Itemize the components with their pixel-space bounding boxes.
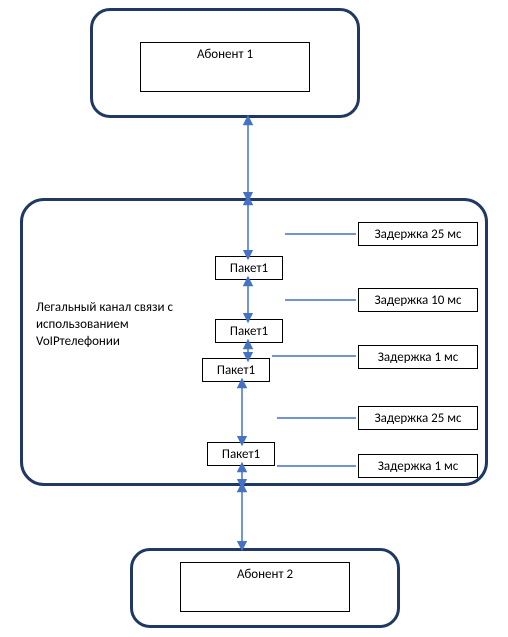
packet-box-1: Пакет1 xyxy=(215,256,283,280)
subscriber2-label: Абонент 2 xyxy=(237,567,293,582)
packet-box-2: Пакет1 xyxy=(215,319,283,343)
packet-label: Пакет1 xyxy=(230,261,268,276)
delay-box-3: Задержка 1 мс xyxy=(358,345,478,369)
packet-box-4: Пакет1 xyxy=(207,442,275,466)
delay-label: Задержка 1 мс xyxy=(378,459,459,474)
channel-description-text: Легальный канал связи с использованием V… xyxy=(36,300,173,349)
packet-label: Пакет1 xyxy=(222,447,260,462)
subscriber1-box: Абонент 1 xyxy=(140,42,310,92)
delay-box-2: Задержка 10 мс xyxy=(358,288,478,312)
channel-description: Легальный канал связи с использованием V… xyxy=(36,300,196,351)
packet-box-3: Пакет1 xyxy=(202,358,270,382)
packet-label: Пакет1 xyxy=(230,324,268,339)
packet-label: Пакет1 xyxy=(217,363,255,378)
delay-box-1: Задержка 25 мс xyxy=(358,222,478,246)
delay-box-5: Задержка 1 мс xyxy=(358,454,478,478)
delay-label: Задержка 10 мс xyxy=(374,293,461,308)
delay-box-4: Задержка 25 мс xyxy=(358,406,478,430)
subscriber1-label: Абонент 1 xyxy=(197,47,253,62)
delay-label: Задержка 25 мс xyxy=(374,227,461,242)
subscriber2-box: Абонент 2 xyxy=(180,562,350,612)
delay-label: Задержка 25 мс xyxy=(374,411,461,426)
delay-label: Задержка 1 мс xyxy=(378,350,459,365)
